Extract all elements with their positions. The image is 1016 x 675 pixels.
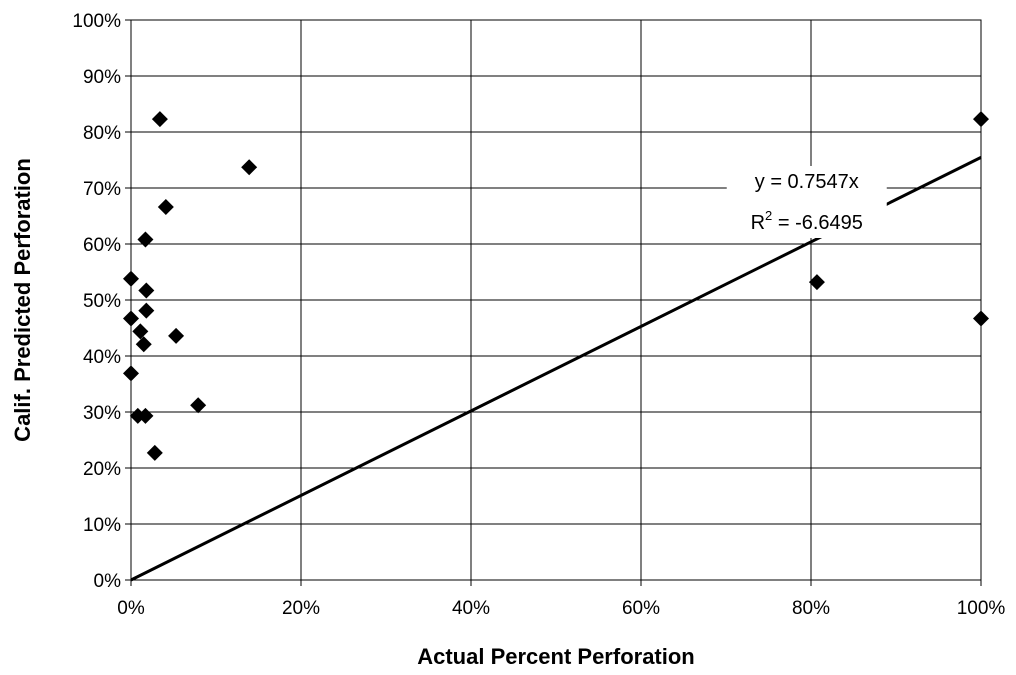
data-point [241,159,258,176]
y-tick-label: 10% [83,515,121,536]
y-tick-label: 70% [83,179,121,200]
x-tick-label: 60% [622,598,660,619]
data-point [138,302,155,319]
data-point [808,274,825,291]
trendline-equation: y = 0.7547x R2 = -6.6495 [726,166,887,238]
y-tick-label: 20% [83,459,121,480]
x-axis-ticks: 0% 20% 40% 60% 80% 100% [117,580,1005,619]
y-tick-label: 0% [94,571,122,592]
data-point [123,365,139,382]
data-point [973,310,989,327]
data-point [157,199,174,216]
r-squared-prefix: R [751,212,765,234]
x-tick-label: 80% [792,598,830,619]
data-point [151,111,168,128]
grid-lines [130,19,982,581]
data-point [138,282,155,299]
data-point [146,444,163,461]
y-tick-label: 50% [83,291,121,312]
data-point [137,231,154,248]
y-tick-label: 90% [83,67,121,88]
y-tick-label: 100% [72,11,121,32]
data-point [973,111,989,128]
y-axis-title: Calif. Predicted Perforation [10,158,35,442]
r-squared-value: = -6.6495 [772,212,863,234]
data-point [190,397,207,414]
data-point [168,327,185,344]
r-squared-superscript: 2 [765,208,772,223]
x-axis-title: Actual Percent Perforation [417,644,695,669]
y-tick-label: 30% [83,403,121,424]
data-point [123,270,139,287]
x-tick-label: 40% [452,598,490,619]
x-tick-label: 0% [117,598,145,619]
data-point [132,323,149,340]
y-tick-label: 80% [83,123,121,144]
data-point [135,336,152,353]
y-tick-label: 60% [83,235,121,256]
x-tick-label: 100% [957,598,1006,619]
x-tick-label: 20% [282,598,320,619]
data-points [123,111,989,461]
y-tick-label: 40% [83,347,121,368]
y-axis-ticks: 0% 10% 20% 30% 40% 50% 60% 70% 80% 90% 100% [72,11,131,592]
data-point [137,407,154,424]
equation-label: y = 0.7547x [755,171,859,193]
data-point [123,310,139,327]
r-squared-label: R2 = -6.6495 [751,208,863,234]
